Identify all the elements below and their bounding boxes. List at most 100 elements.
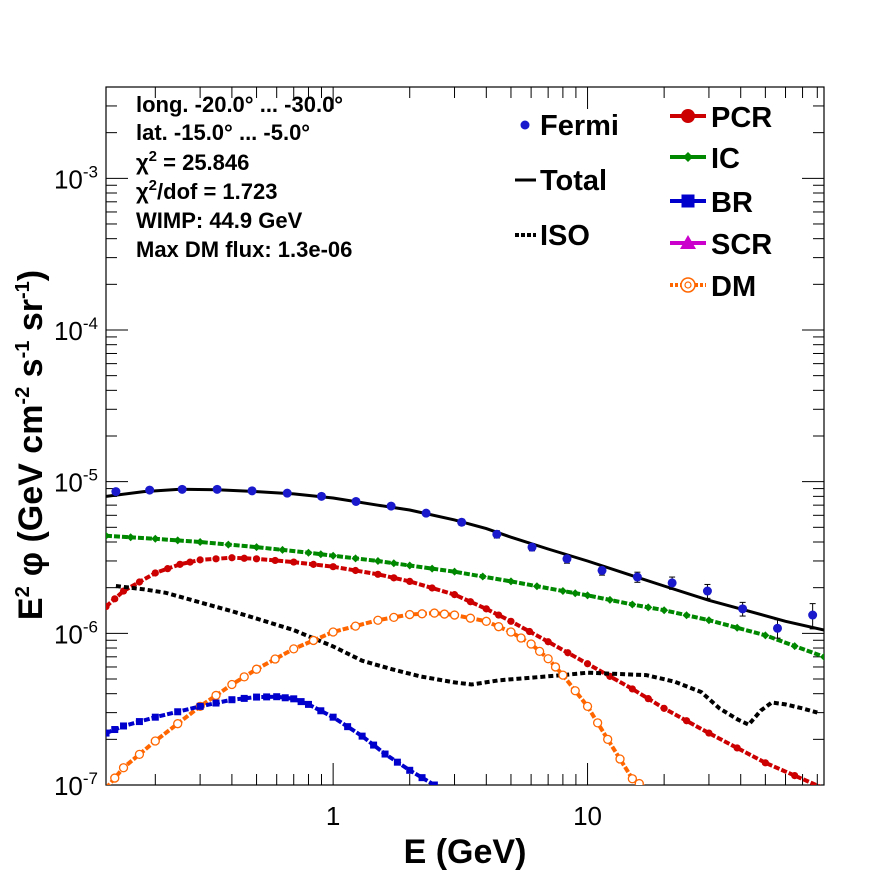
legend-marker-pcr (681, 109, 695, 123)
marker-pcr (186, 558, 194, 566)
chi2dof-symbol: χ (136, 179, 149, 204)
marker-br (174, 708, 182, 716)
marker-ic (506, 577, 515, 586)
legend-item-dm: DM (670, 271, 756, 303)
marker-dm (270, 654, 280, 664)
marker-dm (516, 633, 526, 643)
marker-dm (150, 736, 160, 746)
chi2-symbol: χ (136, 150, 149, 175)
series-iso (115, 584, 818, 728)
marker-pcr (428, 584, 436, 592)
marker-dm (592, 718, 603, 728)
marker-br (393, 758, 401, 766)
marker-pcr (705, 729, 713, 737)
marker-br (418, 774, 426, 782)
marker-br (329, 713, 337, 721)
marker-dm (481, 616, 491, 626)
marker-ic (605, 595, 614, 604)
series-ic (106, 531, 824, 661)
marker-ic (373, 556, 382, 565)
marker-pcr (196, 556, 204, 564)
y-title-phi: φ (GeV cm (12, 405, 50, 577)
marker-pcr (544, 638, 552, 646)
marker-pcr (791, 772, 799, 780)
chi2-exponent: 2 (149, 148, 157, 165)
fermi-point (772, 623, 782, 633)
marker-br (304, 700, 312, 708)
marker-pcr (119, 587, 128, 595)
series-pcr (106, 554, 822, 785)
marker-br (406, 766, 414, 774)
marker-dm (389, 612, 399, 623)
legend-item-iso: ISO (515, 220, 590, 252)
marker-pcr (240, 554, 248, 562)
marker-dm (110, 773, 120, 783)
marker-br (135, 718, 143, 726)
marker-dm (558, 670, 568, 680)
marker-dm (615, 754, 625, 764)
fermi-point (597, 565, 607, 575)
marker-br (273, 693, 281, 701)
fermi-point (212, 484, 222, 494)
marker-ic (316, 550, 325, 559)
marker-ic (790, 642, 799, 651)
marker-dm (227, 679, 237, 690)
fermi-point (421, 508, 431, 518)
marker-pcr (495, 611, 503, 619)
marker-pcr (564, 649, 572, 657)
line-ic (106, 533, 824, 659)
y-title-sr-exp: -1 (12, 281, 34, 299)
y-tick-label: 10-6 (54, 617, 98, 649)
marker-br (358, 732, 366, 740)
marker-br (297, 698, 305, 706)
marker-dm (550, 662, 561, 672)
marker-pcr (151, 569, 159, 577)
marker-pcr (135, 578, 144, 586)
marker-br (120, 722, 128, 730)
marker-br (106, 729, 110, 737)
y-title-cm-exp: -2 (12, 387, 34, 405)
marker-br (381, 750, 389, 758)
y-axis-title: E2φ (GeV cm-2 s-1 sr-1) (12, 270, 50, 620)
fermi-point (492, 529, 502, 539)
fermi-point (351, 496, 361, 506)
marker-ic (224, 540, 233, 549)
legend-label-iso: ISO (540, 220, 590, 252)
marker-dm (239, 672, 249, 682)
line-dm (106, 611, 645, 785)
legend-item-br: BR (670, 187, 753, 219)
marker-br (151, 713, 159, 721)
marker-ic (351, 554, 360, 563)
marker-br (430, 781, 438, 785)
x-axis-title: E (GeV) (404, 833, 527, 871)
fermi-point (738, 604, 748, 614)
legend: Fermi Total ISO PCR IC BR SCR DM (515, 102, 772, 303)
legend-label-pcr: PCR (711, 102, 772, 134)
marker-dm (308, 635, 319, 646)
y-tick-base: 10 (54, 771, 83, 801)
marker-dm (211, 690, 221, 701)
legend-item-fermi: Fermi (520, 110, 619, 142)
info-chi2-dof: χ2/dof = 1.723 (136, 177, 277, 204)
fermi-point (632, 572, 642, 582)
marker-dm (465, 613, 476, 623)
y-tick-exp: -6 (83, 617, 98, 636)
marker-dm (582, 701, 593, 712)
series-dm (106, 608, 645, 785)
marker-ic (151, 534, 160, 543)
marker-dm (118, 763, 129, 773)
y-title-s-exp: -1 (12, 341, 34, 359)
marker-br (281, 694, 289, 702)
fermi-point (667, 578, 677, 588)
x-tick-label: 10 (573, 801, 602, 831)
marker-pcr (164, 565, 172, 573)
legend-marker-dm (680, 277, 696, 293)
marker-dm (251, 664, 262, 674)
chi2-value: = 25.846 (157, 150, 249, 175)
fermi-point (808, 610, 818, 620)
marker-pcr (351, 566, 360, 575)
y-title-s: s (12, 358, 50, 386)
y-tick-label: 10-3 (54, 162, 98, 194)
y-tick-label: 10-7 (54, 769, 98, 801)
